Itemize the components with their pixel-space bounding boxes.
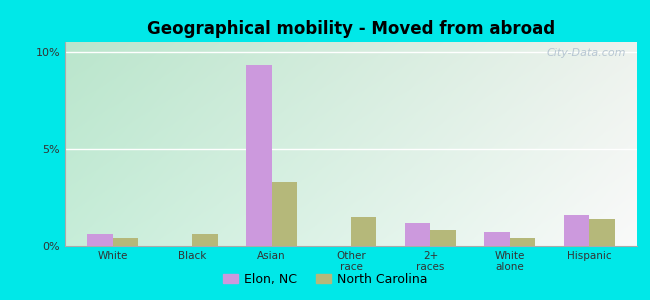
Bar [351, 217, 376, 246]
Bar [87, 234, 112, 246]
Bar [484, 232, 510, 246]
Bar [192, 234, 218, 246]
Bar [430, 230, 456, 246]
Bar [246, 65, 272, 246]
Bar [272, 182, 297, 246]
Text: City-Data.com: City-Data.com [546, 48, 625, 58]
Bar [510, 238, 536, 246]
Bar [405, 223, 430, 246]
Legend: Elon, NC, North Carolina: Elon, NC, North Carolina [218, 268, 432, 291]
Bar [112, 238, 138, 246]
Title: Geographical mobility - Moved from abroad: Geographical mobility - Moved from abroa… [147, 20, 555, 38]
Bar [564, 215, 590, 246]
Bar [590, 219, 615, 246]
